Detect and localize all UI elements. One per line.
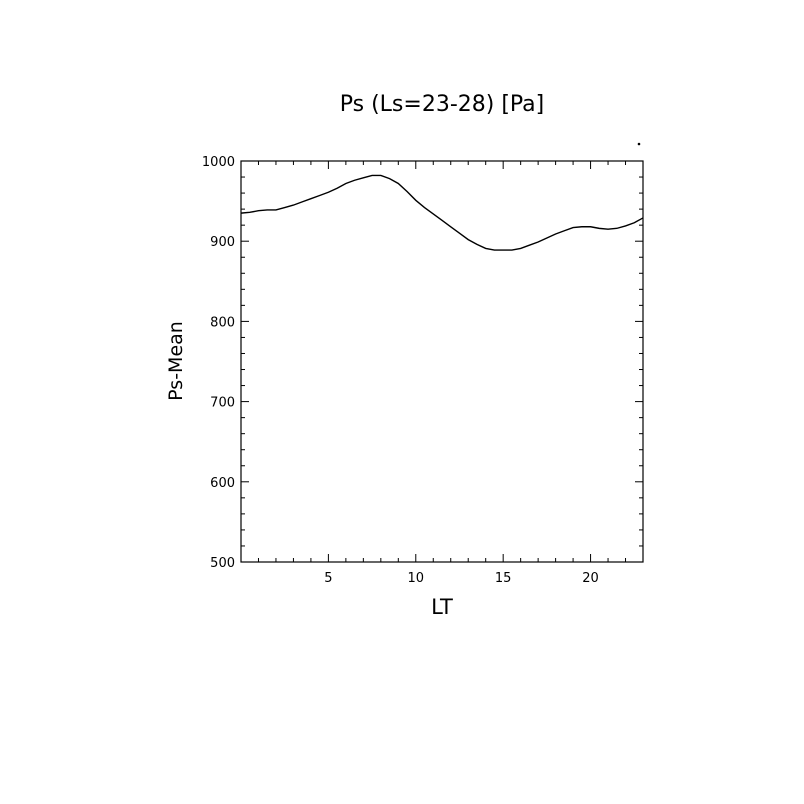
y-tick-label: 800 bbox=[210, 315, 235, 330]
corner-dot bbox=[637, 142, 641, 146]
series-line bbox=[240, 174, 644, 251]
x-tick-label: 20 bbox=[582, 571, 599, 586]
y-axis-label: Ps-Mean bbox=[165, 321, 187, 401]
chart-title: Ps (Ls=23-28) [Pa] bbox=[340, 92, 545, 117]
y-tick-label: 700 bbox=[210, 396, 235, 411]
y-tick-label: 600 bbox=[210, 476, 235, 491]
y-tick-label: 1000 bbox=[202, 155, 235, 170]
y-tick-label: 900 bbox=[210, 235, 235, 250]
axis-tick-labels: 5 10 15 20 500 600 700 800 900 1000 bbox=[202, 155, 599, 586]
x-tick-label: 10 bbox=[408, 571, 425, 586]
plot-frame bbox=[240, 160, 644, 563]
x-tick-label: 15 bbox=[495, 571, 512, 586]
x-tick-label: 5 bbox=[324, 571, 332, 586]
y-tick-label: 500 bbox=[210, 556, 235, 571]
x-axis-label: LT bbox=[431, 595, 453, 619]
